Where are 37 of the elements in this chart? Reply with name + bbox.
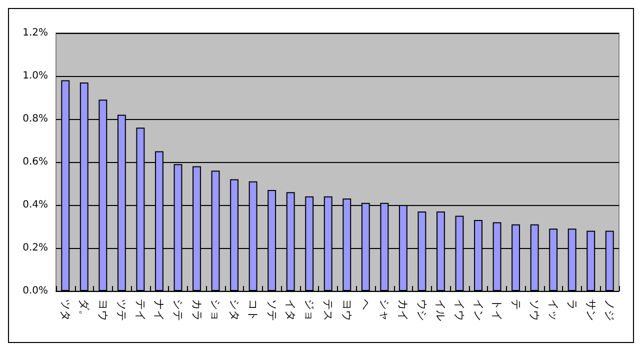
x-tick-label: シャ [378, 299, 391, 321]
x-tick-label: イタ [284, 299, 298, 321]
y-tick-label: 0.0% [22, 286, 48, 296]
x-tick-label: ショ [209, 299, 222, 321]
x-tick-label: イン [472, 299, 485, 321]
x-tick-label: ノジ [603, 299, 616, 321]
x-tick-label: イッ [546, 299, 560, 321]
x-tick-label: コト [246, 299, 260, 321]
x-tick-label: ソテ [265, 299, 278, 321]
x-tick-label: トイ [490, 299, 504, 321]
y-tick-label: 1.0% [22, 70, 48, 82]
y-tick-label: 0.8% [22, 114, 48, 124]
x-tick-label: シタ [228, 299, 241, 321]
x-tick-label: ヨウ [96, 299, 110, 321]
x-tick-label: カイ [396, 299, 410, 321]
x-tick-label: ジョ [302, 299, 316, 321]
x-tick-label: ヨウ [340, 299, 354, 321]
y-tick-label: 0.2% [22, 242, 48, 254]
x-tick-label: ダ。 [78, 299, 91, 321]
y-tick-label: 1.2% [22, 28, 48, 38]
x-tick-label: ラ [566, 299, 579, 310]
y-tick-label: 0.4% [22, 200, 48, 210]
x-tick-label: テス [322, 299, 335, 321]
x-tick-label: テイ [134, 299, 147, 321]
x-tick-label: テ [509, 299, 522, 310]
x-tick-label: イウ [452, 299, 466, 321]
x-tick-label: イル [434, 299, 448, 321]
x-tick-label: ウシ [415, 299, 428, 321]
x-tick-label: カラ [190, 299, 204, 321]
x-tick-label: ツタ [58, 299, 72, 321]
x-tick-label: ヘ [359, 299, 372, 310]
x-tick-label: ナイ [152, 299, 166, 321]
y-tick-label: 0.6% [22, 156, 48, 168]
x-tick-label: ソウ [528, 299, 542, 321]
x-tick-label: サン [584, 299, 598, 321]
x-tick-label: ツテ [115, 299, 128, 321]
x-tick-label: シテ [171, 299, 184, 321]
